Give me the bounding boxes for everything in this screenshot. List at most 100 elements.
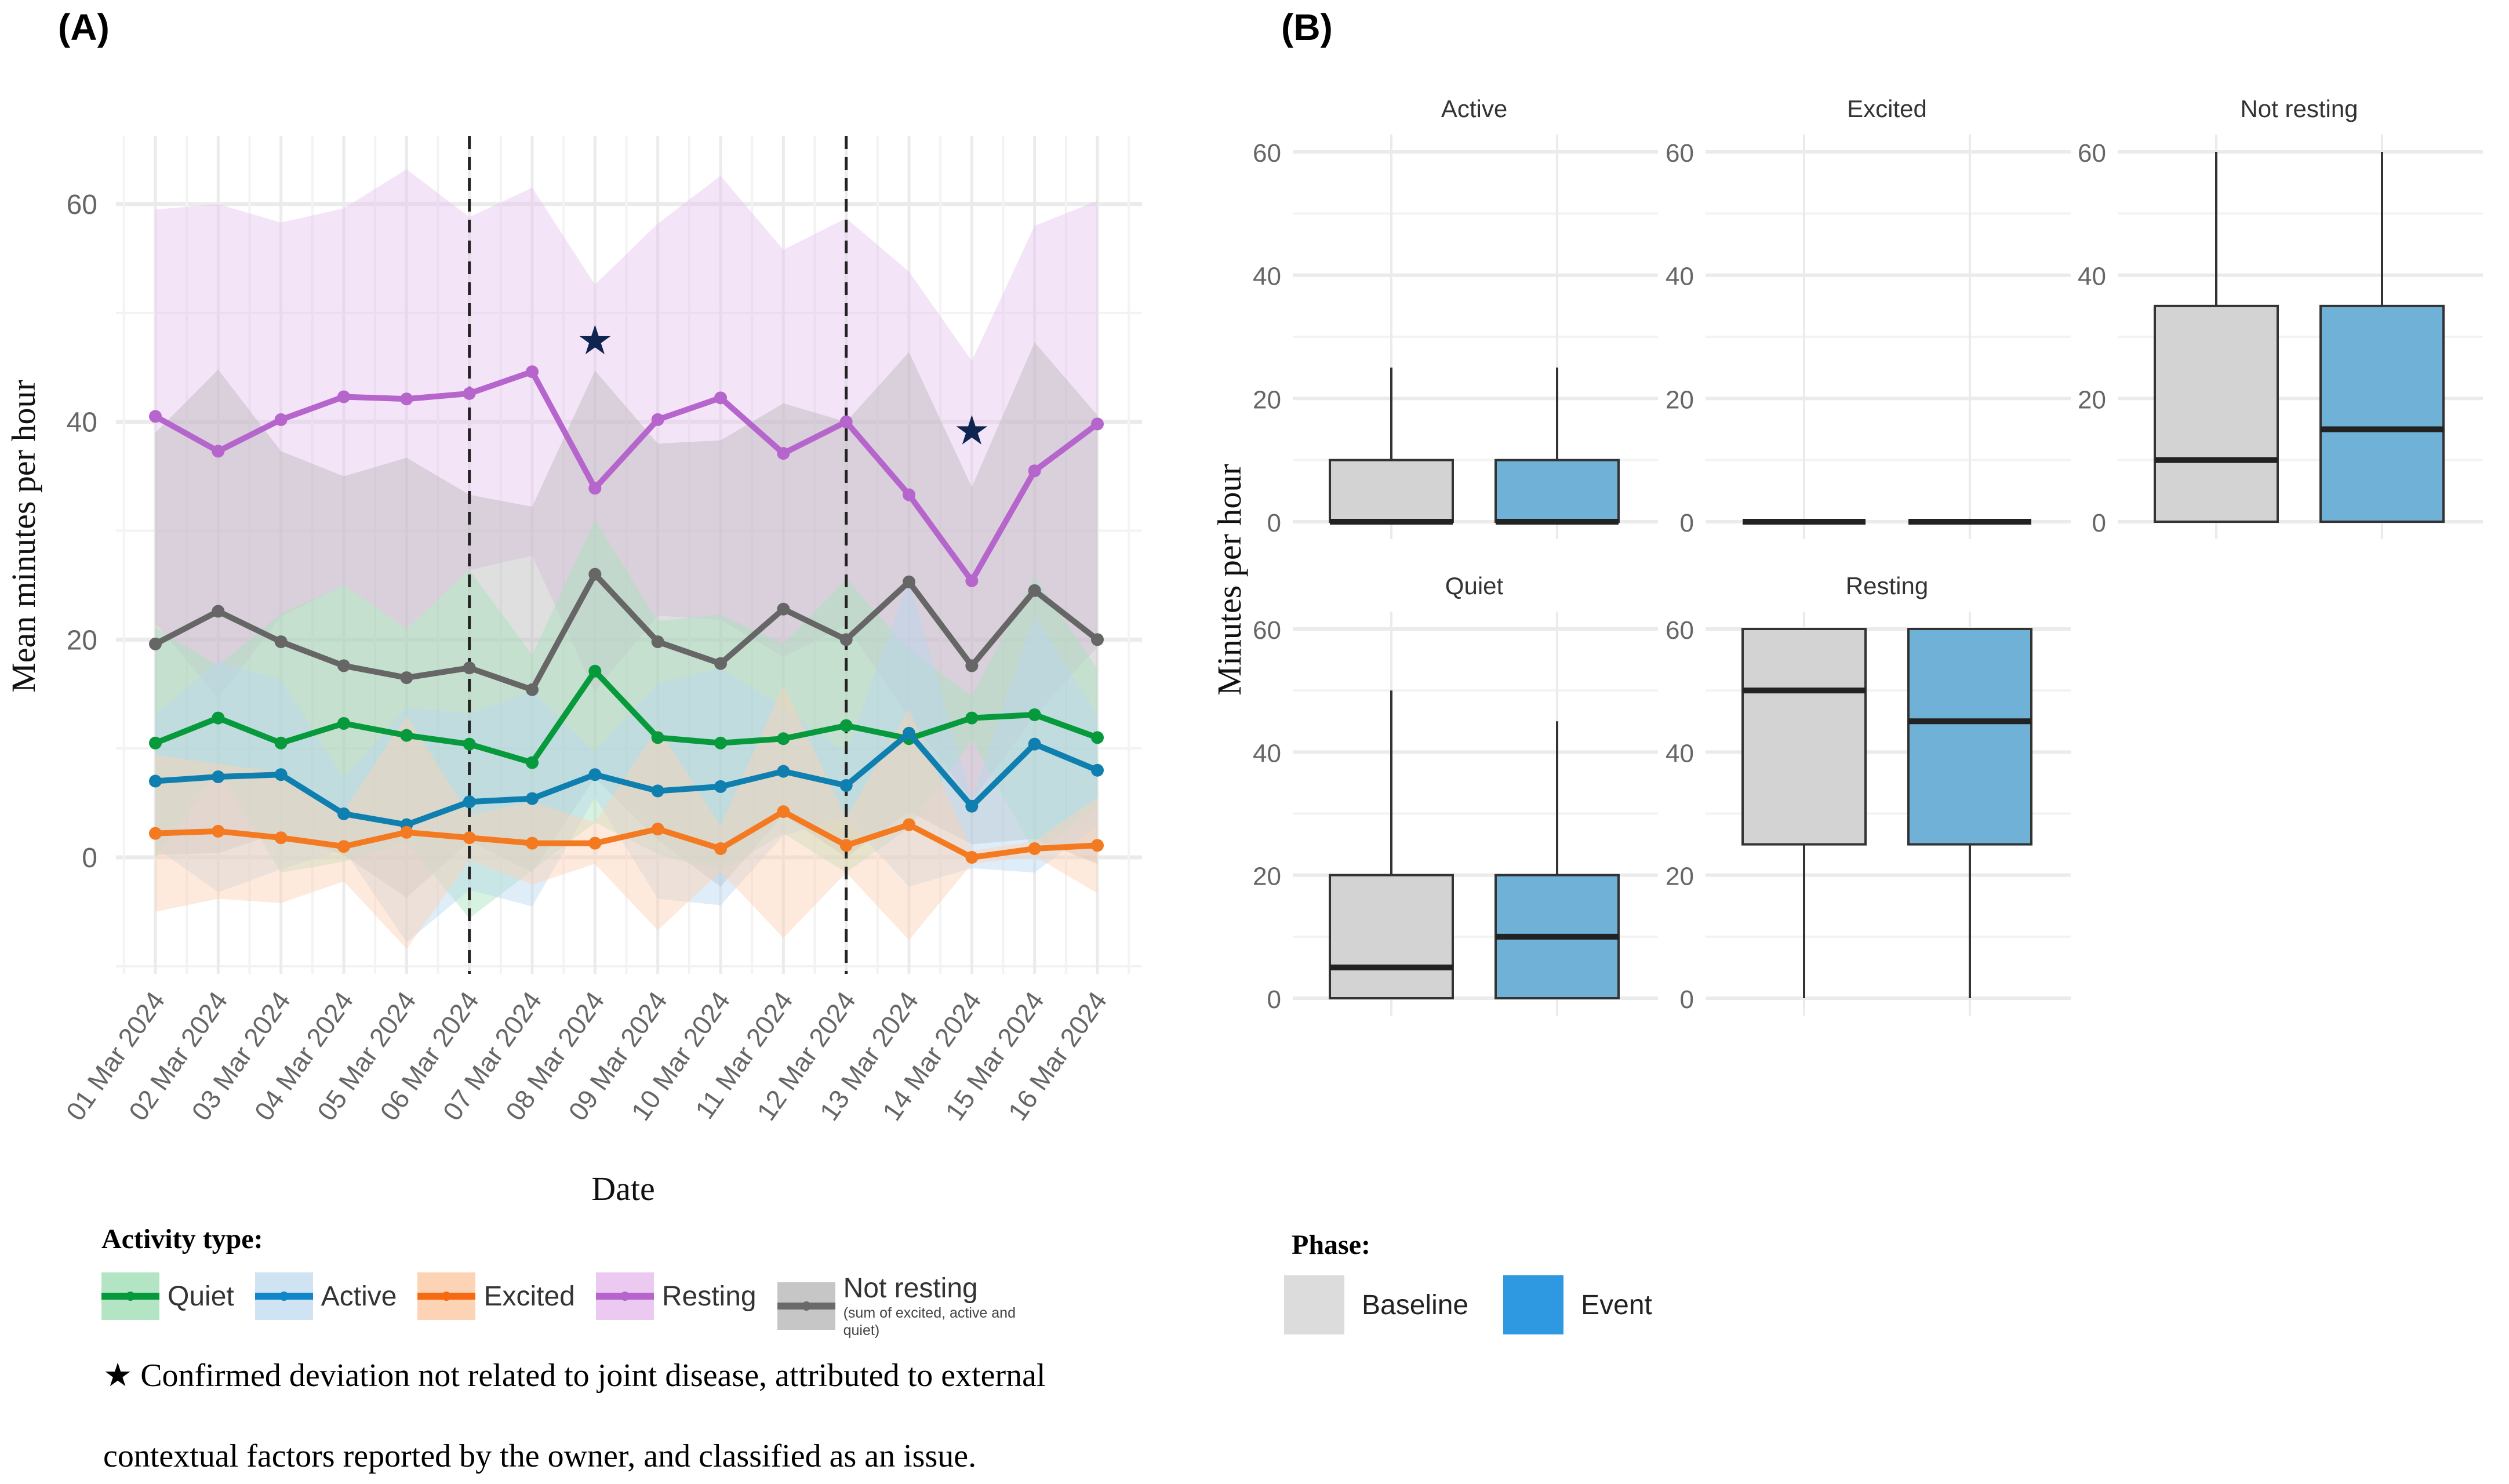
y-tick-label: 20 (1666, 385, 1694, 414)
data-point-resting (903, 488, 915, 501)
data-point-excited (212, 824, 225, 838)
data-point-excited (337, 840, 350, 853)
data-point-resting (839, 415, 853, 428)
data-point-quiet (526, 756, 539, 769)
data-point-excited (651, 823, 664, 836)
y-tick-label: 60 (1253, 139, 1281, 168)
data-point-not-resting (149, 637, 162, 650)
data-point-not-resting (274, 635, 288, 649)
panel-a-label: (A) (58, 6, 110, 48)
data-point-resting (526, 365, 539, 379)
chart-b-box-plots: 0 20 40 60 Active 0 20 40 60 Excited 0 20 40 60 Not re… (1217, 95, 2483, 1016)
legend-item-excited: Excited (417, 1272, 575, 1320)
data-point-quiet (149, 736, 162, 750)
data-point-not-resting (337, 659, 350, 672)
legend-label: Resting (661, 1281, 757, 1312)
legend-a-title: Activity type: (101, 1224, 263, 1254)
data-point-not-resting (839, 633, 853, 646)
data-point-resting (965, 574, 979, 587)
data-point-quiet (588, 664, 602, 678)
data-point-excited (839, 839, 853, 852)
box-baseline (1329, 874, 1454, 999)
legend-b: Baseline Event (1284, 1275, 1687, 1334)
data-point-not-resting (714, 657, 727, 670)
data-point-not-resting (588, 568, 602, 581)
data-point-excited (965, 851, 979, 864)
data-point-excited (526, 836, 539, 850)
data-point-not-resting (400, 671, 413, 685)
panel-b-label: (B) (1281, 6, 1333, 48)
data-point-resting (149, 410, 162, 423)
data-point-resting (463, 387, 476, 400)
y-tick-label: 40 (1666, 263, 1694, 291)
footnote-line-2: contextual factors reported by the owner… (103, 1438, 977, 1474)
data-point-active (777, 765, 790, 778)
data-point-active (149, 774, 162, 788)
y-tick-label: 0 (82, 843, 97, 874)
y-tick-label: 40 (1253, 263, 1281, 291)
facet-not-resting: 0 20 40 60 Not resting (2078, 95, 2483, 539)
series-line-quiet (154, 668, 1099, 766)
y-axis-title: Mean minutes per hour (5, 380, 42, 693)
data-point-quiet (965, 711, 979, 725)
data-point-excited (1091, 839, 1104, 852)
y-tick-label: 20 (1666, 863, 1694, 891)
data-point-active (337, 807, 350, 820)
data-point-quiet (212, 711, 225, 725)
series-line-resting (154, 369, 1099, 584)
ci-band-active (155, 580, 1097, 943)
legend-item-quiet: Quiet (101, 1272, 234, 1320)
y-tick-label: 0 (1267, 985, 1281, 1014)
y-tick-label: 0 (2092, 509, 2106, 537)
y-tick-label: 40 (1666, 739, 1694, 768)
data-point-quiet (337, 716, 350, 730)
data-point-excited (149, 827, 162, 840)
data-point-active (212, 770, 225, 784)
legend-label: Event (1581, 1289, 1652, 1321)
data-point-not-resting (212, 605, 225, 618)
legend-label: Excited (483, 1281, 575, 1312)
facet-title: Active (1441, 95, 1507, 122)
x-axis-title: Date (591, 1170, 655, 1207)
legend-swatch-icon (1503, 1275, 1564, 1334)
y-tick-label: 20 (1253, 385, 1281, 414)
footnote-line-1: ★ Confirmed deviation not related to joi… (103, 1358, 1046, 1394)
y-tick-label: 0 (1680, 509, 1694, 537)
facet-excited: 0 20 40 60 Excited (1666, 95, 2071, 539)
data-point-not-resting (1028, 584, 1041, 597)
legend-swatch-icon (417, 1272, 476, 1320)
data-point-active (714, 780, 727, 793)
data-point-quiet (1028, 708, 1041, 721)
legend-sublabel: (sum of excited, active and quiet) (843, 1305, 1016, 1338)
data-point-active (463, 795, 476, 809)
legend-a: Quiet Active Excited Resting Not resting (sum… (101, 1272, 1038, 1339)
data-point-excited (714, 842, 727, 855)
data-point-resting (1028, 464, 1041, 478)
box-baseline (2154, 304, 2279, 523)
data-point-active (588, 768, 602, 781)
y-tick-label: 60 (1253, 616, 1281, 645)
data-point-not-resting (777, 602, 790, 616)
box-event (2319, 304, 2445, 523)
legend-swatch-icon (254, 1272, 313, 1320)
legend-label: Quiet (168, 1281, 234, 1312)
y-tick-label: 60 (1666, 616, 1694, 645)
ci-band-excited (155, 685, 1097, 949)
data-point-quiet (839, 719, 853, 732)
data-point-excited (588, 836, 602, 850)
legend-swatch-icon (1284, 1275, 1344, 1334)
y-axis-title: Minutes per hour (1217, 464, 1248, 696)
data-point-not-resting (903, 575, 915, 588)
data-point-resting (777, 447, 790, 460)
facet-active: 0 20 40 60 Active (1253, 95, 1658, 539)
data-point-active (965, 799, 979, 813)
legend-label: Active (321, 1281, 397, 1312)
legend-label: Baseline (1362, 1289, 1469, 1321)
facet-title: Excited (1847, 95, 1927, 122)
box-event (1907, 628, 2032, 846)
ci-band-resting (155, 169, 1097, 801)
legend-item-active: Active (254, 1272, 397, 1320)
y-tick-label: 40 (1253, 739, 1281, 768)
data-point-excited (400, 825, 413, 839)
data-point-quiet (777, 732, 790, 745)
